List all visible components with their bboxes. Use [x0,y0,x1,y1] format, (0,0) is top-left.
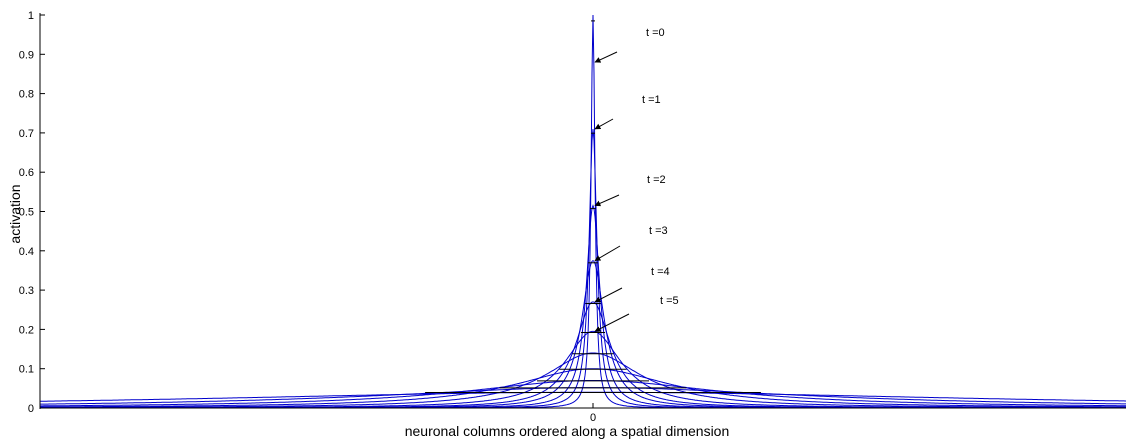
series-line-9 [40,387,1126,405]
annotation-arrow-3 [594,245,621,262]
annotation-arrow-5 [594,313,630,332]
annotation-arrow-0 [594,51,618,63]
y-tick-label-6: 0.6 [19,167,34,179]
annotation-arrow-1 [594,118,614,130]
annotation-arrow-2 [594,194,620,207]
annotation-arrow-4 [594,287,623,303]
annotation-label-3: t =3 [649,225,668,237]
series-line-5 [40,330,1126,409]
y-tick-label-5: 0.5 [19,207,34,219]
series-line-2 [40,204,1126,409]
series-line-0 [40,14,1126,409]
y-tick-label-3: 0.3 [19,285,34,297]
y-tick-label-8: 0.8 [19,89,34,101]
y-tick-label-9: 0.9 [19,49,34,61]
series-line-10 [39,391,1126,402]
annotation-label-2: t =2 [647,174,666,186]
y-axis-label: activation [7,184,23,243]
y-tick-label-7: 0.7 [19,128,34,140]
y-tick-label-0: 0 [28,403,34,415]
y-tick-label-4: 0.4 [19,246,34,258]
annotation-label-5: t =5 [660,295,679,307]
annotation-label-4: t =4 [651,266,670,278]
x-tick-label-0: 0 [590,412,596,424]
annotation-label-1: t =1 [642,94,661,106]
annotation-label-0: t =0 [646,27,665,39]
series-line-6 [40,352,1126,408]
series-line-1 [40,128,1126,409]
y-tick-label-2: 0.2 [19,324,34,336]
x-axis-label: neuronal columns ordered along a spatial… [405,423,730,439]
y-tick-label-10: 1 [28,10,34,22]
y-tick-label-1: 0.1 [19,364,34,376]
